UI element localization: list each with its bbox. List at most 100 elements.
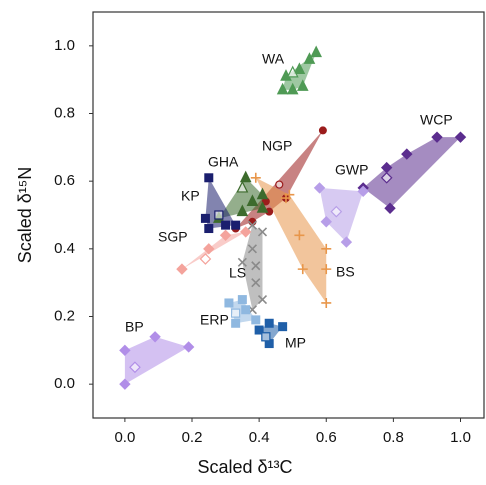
niche-hull: [242, 225, 263, 310]
point: [200, 213, 210, 223]
y-tick-label: 0.4: [54, 240, 75, 257]
mean-point: [231, 308, 241, 318]
point: [254, 325, 264, 335]
y-tick-label: 0.0: [54, 375, 75, 392]
point: [247, 244, 257, 254]
y-tick-label: 0.6: [54, 172, 75, 189]
point: [203, 243, 215, 255]
point: [320, 216, 332, 228]
point: [401, 148, 413, 160]
point: [256, 201, 269, 213]
niche-hull: [363, 137, 461, 209]
point: [251, 315, 261, 325]
point: [119, 344, 131, 357]
niche-hull: [205, 177, 236, 229]
y-axis-label: Scaled δ¹⁵N: [15, 167, 35, 264]
point: [250, 172, 261, 183]
group-label: BS: [336, 264, 355, 280]
y-tick-label: 0.8: [54, 104, 75, 121]
mean-point: [261, 332, 271, 342]
mean-point: [199, 253, 212, 265]
mean-point: [286, 65, 299, 78]
y-tick-label: 1.0: [54, 37, 75, 54]
point: [256, 187, 269, 200]
x-tick-label: 0.0: [114, 429, 135, 446]
point: [231, 220, 241, 230]
point: [237, 257, 247, 267]
niche-hull: [124, 336, 189, 385]
group-label: KP: [181, 188, 200, 204]
point: [219, 229, 232, 242]
group-label: LS: [229, 265, 246, 281]
group-label: WA: [262, 51, 285, 67]
x-tick-label: 0.8: [383, 429, 404, 446]
point: [119, 378, 131, 390]
point: [294, 230, 305, 241]
niche-hull: [259, 323, 283, 344]
point: [176, 263, 188, 275]
point: [246, 194, 259, 206]
mean-point: [280, 193, 291, 204]
group-label: GWP: [335, 162, 368, 178]
point: [454, 131, 467, 143]
point: [340, 236, 353, 248]
group-label: GHA: [208, 154, 239, 170]
mean-point: [275, 180, 284, 189]
point: [240, 226, 252, 238]
point: [204, 173, 214, 183]
point: [239, 170, 252, 183]
point: [303, 52, 316, 64]
niche-hull: [181, 231, 246, 270]
group-label: MP: [285, 335, 306, 351]
plot-frame: [92, 11, 485, 419]
point: [296, 79, 309, 91]
point: [149, 331, 161, 343]
point: [321, 264, 332, 275]
mean-point: [380, 171, 393, 184]
group-label: BP: [125, 319, 144, 335]
niche-hull: [218, 177, 263, 219]
point: [182, 341, 195, 353]
mean-point: [129, 361, 141, 374]
group-label: ERP: [200, 312, 229, 328]
x-tick-label: 0.6: [316, 429, 337, 446]
mean-point: [236, 180, 249, 193]
marks: [119, 45, 467, 390]
point: [313, 182, 326, 194]
point: [384, 202, 396, 214]
point: [357, 185, 369, 198]
point: [224, 298, 234, 308]
point: [286, 82, 299, 95]
point: [236, 204, 249, 217]
point: [431, 131, 443, 143]
mean-point: [251, 261, 261, 271]
group-label: NGP: [262, 138, 292, 154]
point: [318, 126, 327, 135]
group-label: SGP: [158, 229, 188, 245]
point: [204, 224, 214, 234]
point: [241, 305, 251, 315]
y-tick-label: 0.2: [54, 307, 75, 324]
point: [251, 278, 261, 288]
point: [257, 227, 268, 237]
point: [231, 318, 241, 328]
x-axis-label: Scaled δ¹³C: [197, 457, 292, 477]
point: [321, 297, 332, 308]
point: [278, 322, 288, 332]
point: [276, 82, 289, 95]
x-tick-label: 1.0: [450, 429, 471, 446]
point: [257, 295, 268, 305]
point: [293, 62, 306, 75]
point: [310, 45, 322, 58]
point: [247, 220, 257, 230]
x-tick-label: 0.4: [249, 429, 270, 446]
point: [297, 264, 308, 275]
mean-point: [330, 205, 343, 218]
x-tick-label: 0.2: [182, 429, 203, 446]
point: [321, 243, 332, 254]
niche-hull: [255, 177, 327, 303]
point: [237, 295, 247, 305]
point: [221, 220, 231, 230]
niche-hull: [319, 187, 364, 243]
